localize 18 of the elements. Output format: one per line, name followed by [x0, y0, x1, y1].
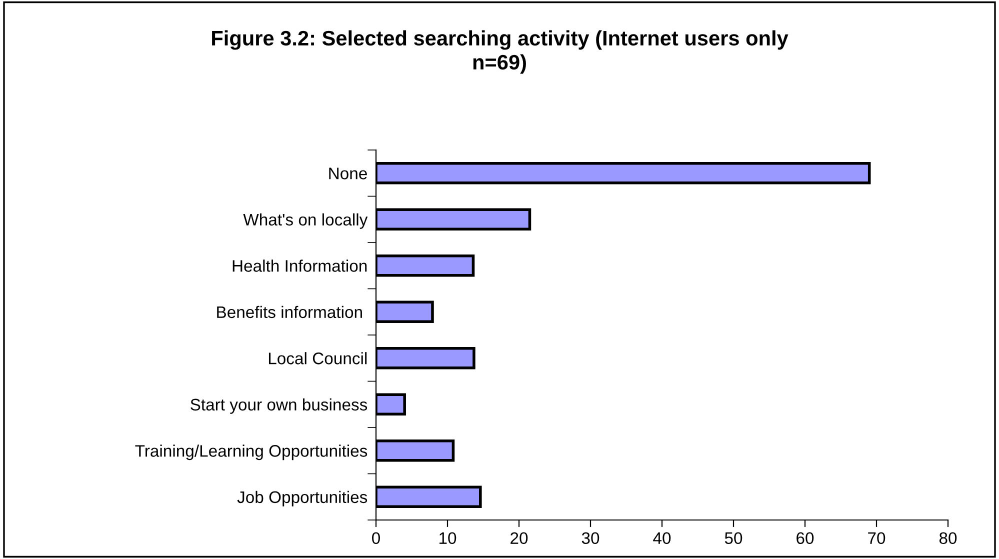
y-tick-label: Job Opportunities	[237, 490, 368, 506]
x-tick-label: 0	[372, 532, 380, 544]
y-tick-label: None	[329, 168, 367, 180]
x-tick-label: 40	[653, 532, 671, 544]
x-tick-label: 20	[510, 532, 528, 544]
x-tick-label: 10	[440, 532, 456, 544]
y-tick-label: Benefits information	[217, 306, 362, 318]
y-tick-label: Health Information	[232, 260, 367, 272]
x-tick-label: 70	[868, 532, 886, 544]
x-tick-label: 50	[724, 532, 742, 544]
chart-title: Figure 3.2: Selected searching activity (Internet users only n=69)	[212, 30, 788, 74]
x-tick-label: 80	[939, 532, 957, 544]
y-tick-label: Local Council	[268, 352, 367, 364]
y-tick-label: Training/Learning Opportunities	[135, 444, 368, 460]
x-tick-label: 30	[582, 532, 600, 544]
y-tick-label: Start your own business	[190, 398, 368, 414]
x-tick-label: 60	[796, 532, 814, 544]
y-tick-label: What's on locally	[243, 213, 368, 229]
